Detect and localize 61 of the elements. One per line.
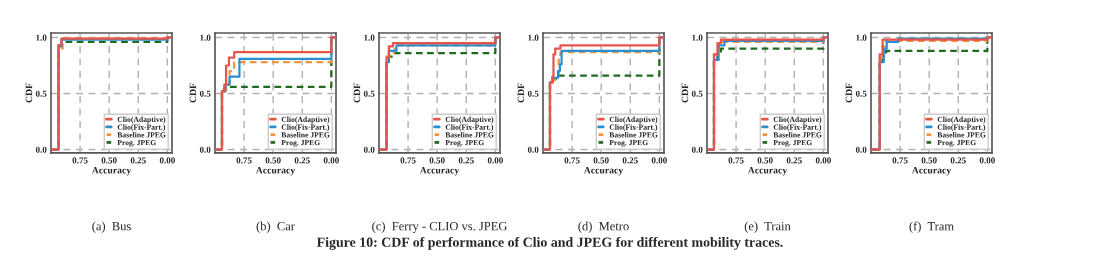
text: (d) Metro [578,221,629,233]
y-tick-label: 1.0 [692,34,703,41]
x-axis-title: Accuracy [255,166,296,176]
x-axis-title: Accuracy [91,166,132,176]
y-tick-label: 0.5 [527,90,539,97]
y-tick-label: 0.5 [199,90,211,97]
x-tick-label: 0.50 [757,157,773,164]
x-axis-title: Accuracy [747,166,788,176]
x-tick-label: 0.25 [622,157,638,164]
y-axis-title: CDF [25,83,33,103]
caption: Figure 10: CDF of performance of Clio and JPEG for different mobility traces. [316,236,783,250]
x-axis-title: Accuracy [911,166,952,176]
x-tick-label: 0.75 [892,157,908,164]
x-tick-label: 0.75 [400,157,416,164]
x-tick-label: 0.25 [294,157,310,164]
text: (a) Bus [92,221,131,233]
y-tick-label: 0.0 [35,146,47,153]
y-tick-label: 0.5 [363,90,375,97]
y-tick-label: 0.0 [691,146,703,153]
x-axis-title: Accuracy [419,166,460,176]
text: (b) Car [256,221,295,233]
x-tick-label: 0.50 [101,157,117,164]
x-tick-label: 0.75 [728,157,744,164]
y-axis-title: CDF [845,83,853,103]
y-axis-title: CDF [189,83,197,103]
y-tick-label: 0.0 [363,146,375,153]
y-tick-label: 1.0 [528,34,539,41]
y-tick-label: 0.0 [855,146,867,153]
y-tick-label: 0.0 [527,146,539,153]
x-tick-label: 0.50 [921,157,937,164]
y-tick-label: 0.5 [691,90,703,97]
x-tick-label: 0.25 [786,157,802,164]
y-axis-title: CDF [681,83,689,103]
x-tick-label: 0.00 [159,157,175,164]
x-tick-label: 0.75 [236,157,252,164]
x-tick-label: 0.50 [265,157,281,164]
text: (c) Ferry - CLIO vs. JPEG [372,221,507,233]
y-tick-label: 1.0 [200,34,211,41]
x-tick-label: 0.00 [979,157,995,164]
y-tick-label: 0.5 [35,90,47,97]
x-tick-label: 0.00 [487,157,503,164]
x-tick-label: 0.25 [130,157,146,164]
x-axis-title: Accuracy [583,166,624,176]
y-tick-label: 1.0 [856,34,867,41]
x-tick-label: 0.50 [429,157,445,164]
x-tick-label: 0.50 [593,157,609,164]
text: (e) Train [744,221,791,233]
y-tick-label: 0.5 [855,90,867,97]
x-tick-label: 0.00 [323,157,339,164]
text: (f) Tram [909,221,954,233]
x-tick-label: 0.75 [564,157,580,164]
x-tick-label: 0.00 [815,157,831,164]
y-tick-label: 1.0 [36,34,47,41]
y-tick-label: 1.0 [364,34,375,41]
y-axis-title: CDF [353,83,361,103]
x-tick-label: 0.25 [950,157,966,164]
y-tick-label: 0.0 [199,146,211,153]
x-tick-label: 0.75 [72,157,88,164]
x-tick-label: 0.00 [651,157,667,164]
y-axis-title: CDF [517,83,525,103]
x-tick-label: 0.25 [458,157,474,164]
